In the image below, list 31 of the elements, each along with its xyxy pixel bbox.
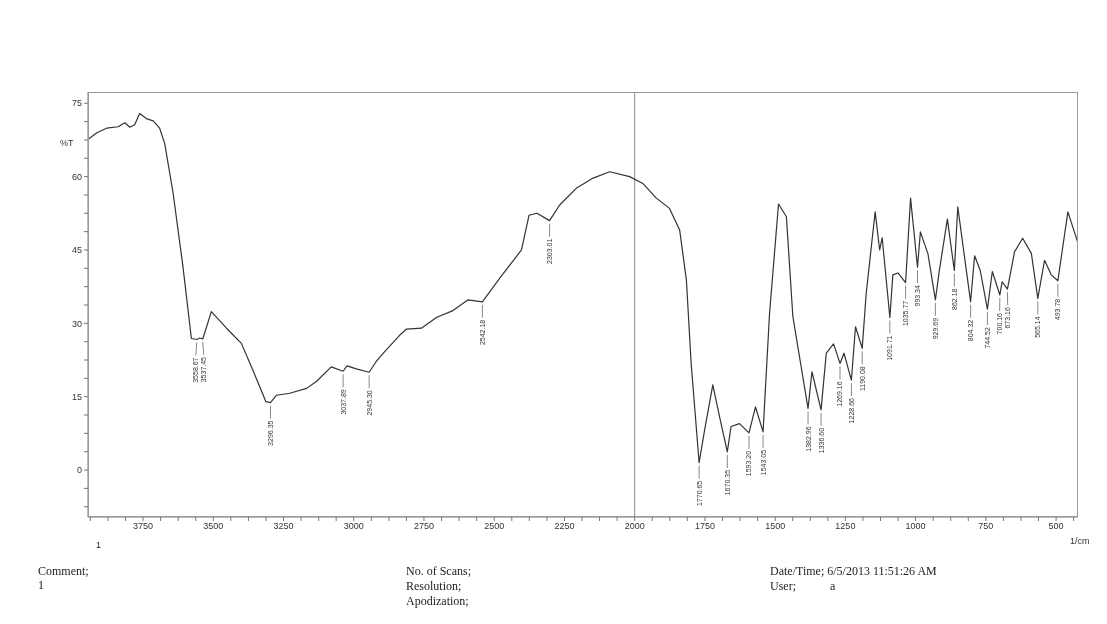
x-tick-label: 2250 [554,521,575,532]
x-tick-label: 1500 [765,521,786,532]
x-tick-label: 500 [1048,521,1064,532]
text: a [830,579,836,594]
x-tick-label: 3250 [273,521,294,532]
text: 1 [96,540,102,550]
x-tick-label: 2750 [413,521,435,532]
text: No. of Scans; [406,564,471,579]
x-tick-label: 1750 [694,521,715,532]
text: Comment; [38,564,89,579]
text: Date/Time; 6/5/2013 11:51:26 AM [770,564,937,579]
text: 1 [38,578,44,593]
x-tick-label: 3000 [343,521,364,532]
y-tick-label: 0 [76,465,82,476]
y-tick-label: 45 [71,245,82,256]
y-tick-label: 15 [71,391,82,402]
x-tick-label: 2000 [624,521,645,532]
y-tick-label: 30 [71,318,82,329]
y-tick-label: 60 [71,171,82,182]
text: Resolution; [406,579,462,594]
x-tick-label: 1000 [905,521,926,532]
x-axis-title: 1/cm [1070,536,1090,546]
x-tick-label: 2500 [484,521,505,532]
x-tick-label: 750 [978,521,994,532]
x-tick-label: 3500 [203,521,224,532]
text: Apodization; [406,594,469,609]
x-tick-label: 3750 [133,521,154,532]
x-tick-label: 1250 [835,521,856,532]
y-axis-title: %T [60,138,74,148]
y-tick-label: 75 [71,98,82,109]
text: User; [770,579,796,594]
